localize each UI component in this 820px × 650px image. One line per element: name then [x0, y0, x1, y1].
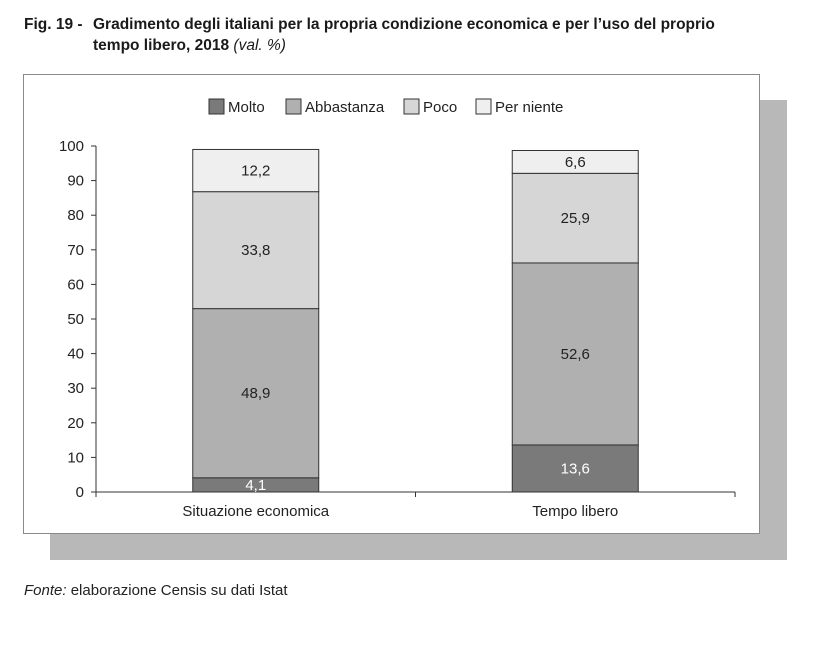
figure-number: Fig. 19 - — [24, 16, 83, 33]
y-tick-label: 20 — [67, 415, 84, 432]
data-label: 4,1 — [245, 477, 266, 494]
bar-segment — [192, 148, 320, 193]
chart-panel: 0 10 20 30 40 50 60 70 80 90 100 4,1 48,9 33,8 12,2 Sit… — [23, 74, 760, 534]
legend-swatch — [208, 98, 225, 115]
data-label: 48,9 — [241, 385, 270, 402]
data-label: 13,6 — [561, 460, 590, 477]
y-tick-label: 80 — [67, 207, 84, 224]
figure-unit: (val. %) — [233, 37, 286, 54]
data-label: 12,2 — [241, 163, 270, 180]
x-category-label: Situazione economica — [182, 503, 329, 520]
x-category-label: Tempo libero — [532, 503, 618, 520]
data-label: 6,6 — [565, 154, 586, 171]
y-tick-label: 40 — [67, 346, 84, 363]
legend-swatch — [285, 98, 302, 115]
bar-segment — [511, 172, 639, 264]
data-label: 33,8 — [241, 242, 270, 259]
source-note: Fonte: elaborazione Censis su dati Istat — [24, 582, 288, 599]
bar-segment — [511, 262, 639, 446]
y-tick-label: 50 — [67, 311, 84, 328]
bar-segment — [192, 308, 320, 479]
figure-title-line-1: Gradimento degli italiani per la propria… — [93, 16, 715, 33]
y-tick-label: 60 — [67, 276, 84, 293]
y-tick-label: 0 — [76, 484, 84, 501]
y-tick-label: 10 — [67, 449, 84, 466]
legend-label: Poco — [423, 99, 457, 116]
data-label: 25,9 — [561, 210, 590, 227]
bar-segment — [511, 149, 639, 174]
legend-swatch — [403, 98, 420, 115]
y-tick-label: 30 — [67, 380, 84, 397]
legend-swatch — [475, 98, 492, 115]
data-label: 52,6 — [561, 346, 590, 363]
y-tick-label: 70 — [67, 242, 84, 259]
stacked-bar-chart: 0 10 20 30 40 50 60 70 80 90 100 4,1 48,9 33,8 12,2 Sit… — [59, 98, 736, 520]
bar-segment — [511, 444, 639, 493]
y-tick-label: 90 — [67, 173, 84, 190]
source-text: elaborazione Censis su dati Istat — [70, 582, 288, 599]
source-lead: Fonte: — [24, 582, 67, 599]
legend-label: Molto — [228, 99, 265, 116]
bar-segment — [192, 191, 320, 310]
legend-label: Per niente — [495, 99, 563, 116]
legend-label: Abbastanza — [305, 99, 385, 116]
figure-title-text: tempo libero, 2018 — [93, 37, 230, 54]
figure-title-line-2: tempo libero, 2018 (val. %) — [93, 35, 286, 56]
y-tick-label: 100 — [59, 138, 84, 155]
